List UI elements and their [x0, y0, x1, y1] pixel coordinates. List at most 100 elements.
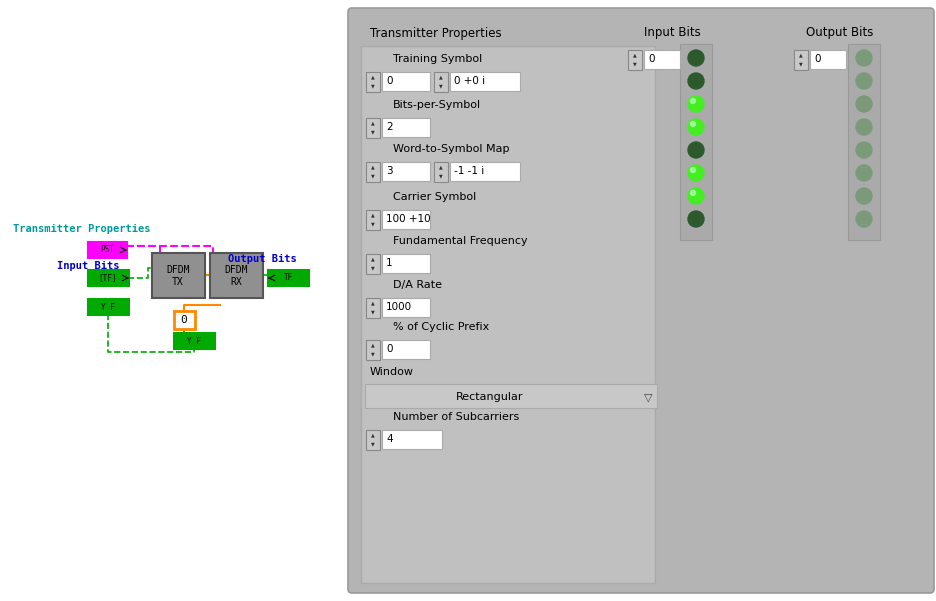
- Text: ▼: ▼: [372, 84, 375, 88]
- Text: ▼: ▼: [439, 174, 443, 178]
- Text: 0: 0: [648, 55, 654, 64]
- Text: TF: TF: [284, 273, 293, 282]
- Circle shape: [856, 142, 872, 158]
- Text: Window: Window: [370, 367, 414, 377]
- Text: ▼: ▼: [633, 61, 636, 67]
- FancyBboxPatch shape: [87, 269, 128, 285]
- Circle shape: [688, 165, 704, 181]
- FancyBboxPatch shape: [382, 430, 443, 450]
- Text: Input Bits: Input Bits: [57, 261, 120, 271]
- FancyBboxPatch shape: [173, 332, 214, 349]
- FancyBboxPatch shape: [366, 430, 380, 450]
- FancyBboxPatch shape: [810, 50, 846, 69]
- Text: ▼: ▼: [372, 129, 375, 135]
- Text: Number of Subcarriers: Number of Subcarriers: [393, 412, 519, 422]
- FancyBboxPatch shape: [365, 384, 657, 408]
- Text: ▼: ▼: [799, 61, 803, 67]
- Bar: [0, 0, 345, 601]
- Text: -1 -1 i: -1 -1 i: [454, 166, 484, 177]
- FancyBboxPatch shape: [644, 50, 680, 69]
- Text: 0: 0: [386, 344, 392, 355]
- FancyBboxPatch shape: [382, 297, 431, 317]
- Text: ▲: ▲: [372, 300, 375, 305]
- Circle shape: [688, 73, 704, 89]
- Circle shape: [856, 50, 872, 66]
- Text: ▲: ▲: [372, 257, 375, 261]
- Text: % of Cyclic Prefix: % of Cyclic Prefix: [393, 322, 490, 332]
- Text: Transmitter Properties: Transmitter Properties: [370, 27, 502, 40]
- Text: 3: 3: [386, 166, 392, 177]
- Text: Bits-per-Symbol: Bits-per-Symbol: [393, 100, 481, 110]
- Text: ▲: ▲: [439, 75, 443, 79]
- Circle shape: [856, 165, 872, 181]
- Text: ▼: ▼: [372, 310, 375, 314]
- Circle shape: [688, 119, 704, 135]
- FancyBboxPatch shape: [348, 8, 934, 593]
- FancyBboxPatch shape: [152, 252, 204, 297]
- Circle shape: [691, 168, 695, 172]
- Text: [TF]: [TF]: [99, 273, 117, 282]
- Text: ▽: ▽: [644, 392, 652, 402]
- Text: 0: 0: [181, 315, 187, 325]
- FancyBboxPatch shape: [382, 162, 431, 182]
- FancyBboxPatch shape: [433, 72, 448, 93]
- Text: Output Bits: Output Bits: [228, 254, 297, 264]
- Circle shape: [688, 96, 704, 112]
- Text: ▲: ▲: [633, 52, 636, 58]
- Text: 1000: 1000: [386, 302, 412, 313]
- FancyBboxPatch shape: [361, 46, 655, 583]
- FancyBboxPatch shape: [848, 44, 880, 240]
- FancyBboxPatch shape: [366, 210, 380, 230]
- Circle shape: [691, 121, 695, 126]
- FancyBboxPatch shape: [680, 44, 712, 240]
- FancyBboxPatch shape: [366, 254, 380, 274]
- FancyBboxPatch shape: [433, 162, 448, 182]
- Text: 100 +10: 100 +10: [386, 215, 431, 225]
- FancyBboxPatch shape: [366, 340, 380, 361]
- FancyBboxPatch shape: [449, 72, 520, 91]
- Text: Input Bits: Input Bits: [644, 26, 700, 39]
- Text: 4: 4: [386, 435, 392, 445]
- Text: ▼: ▼: [372, 442, 375, 447]
- Text: Rectangular: Rectangular: [456, 392, 524, 402]
- Text: ▲: ▲: [439, 165, 443, 169]
- Text: D/A Rate: D/A Rate: [393, 280, 442, 290]
- Circle shape: [688, 142, 704, 158]
- Circle shape: [856, 188, 872, 204]
- FancyBboxPatch shape: [382, 254, 431, 273]
- FancyBboxPatch shape: [366, 118, 380, 138]
- Circle shape: [688, 211, 704, 227]
- FancyBboxPatch shape: [87, 242, 126, 257]
- FancyBboxPatch shape: [210, 252, 262, 297]
- FancyBboxPatch shape: [382, 210, 431, 230]
- Circle shape: [691, 191, 695, 195]
- Text: ▲: ▲: [372, 120, 375, 126]
- Text: 1: 1: [386, 258, 392, 269]
- Circle shape: [856, 96, 872, 112]
- FancyBboxPatch shape: [268, 269, 309, 285]
- Text: ▲: ▲: [372, 343, 375, 347]
- Text: ▲: ▲: [372, 75, 375, 79]
- Text: Output Bits: Output Bits: [806, 26, 873, 39]
- FancyBboxPatch shape: [382, 118, 431, 137]
- Text: ▲: ▲: [372, 165, 375, 169]
- Circle shape: [856, 211, 872, 227]
- Text: Transmitter Properties: Transmitter Properties: [13, 224, 151, 234]
- Text: Y F: Y F: [187, 337, 201, 346]
- Text: ▼: ▼: [439, 84, 443, 88]
- FancyBboxPatch shape: [366, 72, 380, 93]
- Text: 0: 0: [814, 55, 821, 64]
- Text: ▲: ▲: [372, 433, 375, 438]
- Text: Carrier Symbol: Carrier Symbol: [393, 192, 476, 202]
- Text: 0 +0 i: 0 +0 i: [454, 76, 485, 87]
- Text: 2: 2: [386, 123, 392, 132]
- Text: ▼: ▼: [372, 174, 375, 178]
- Text: ▲: ▲: [799, 52, 803, 58]
- FancyBboxPatch shape: [382, 72, 431, 91]
- Text: Fundamental Frequency: Fundamental Frequency: [393, 236, 528, 246]
- Text: ▲: ▲: [372, 213, 375, 218]
- FancyBboxPatch shape: [449, 162, 520, 182]
- FancyBboxPatch shape: [794, 50, 809, 70]
- FancyBboxPatch shape: [628, 50, 642, 70]
- Text: Training Symbol: Training Symbol: [393, 54, 482, 64]
